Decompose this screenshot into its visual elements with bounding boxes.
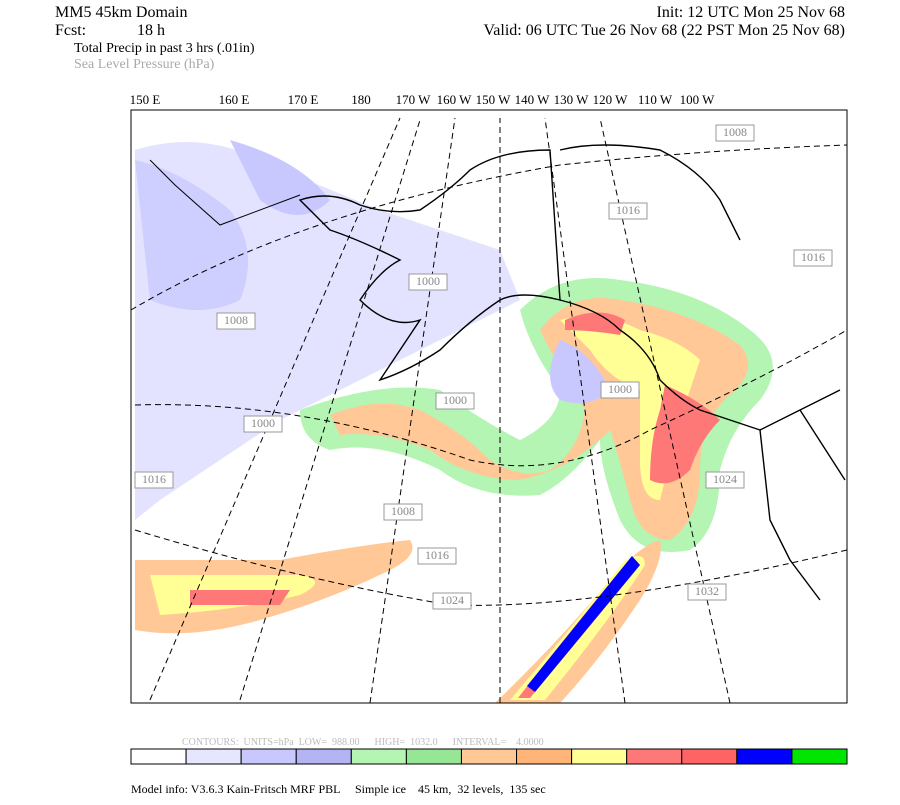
forecast-hour: 18 h: [137, 22, 165, 39]
colorbar-box: [185, 748, 242, 765]
colorbar-box: [791, 748, 848, 765]
colorbar-box: [130, 748, 187, 765]
colorbar-box: [516, 748, 573, 765]
isobar-label: 1000: [251, 416, 275, 430]
isobar-label: 1008: [224, 313, 248, 327]
isobar-label-box: [417, 547, 457, 565]
isobar-label: 1000: [443, 393, 467, 407]
longitude-label: 150 E: [130, 92, 161, 107]
colorbar-box: [626, 748, 683, 765]
longitude-label: 170 E: [288, 92, 319, 107]
longitude-label: 100 W: [680, 92, 716, 107]
isobar-label-box: [408, 273, 448, 291]
isobar-label-box: [435, 392, 475, 410]
isobar-label: 1008: [391, 504, 415, 518]
coastlines: [149, 144, 846, 601]
isobar-label: 1008: [723, 125, 747, 139]
colorbar-box: [350, 748, 407, 765]
isobar-label-box: [134, 471, 174, 489]
colorbar-box: [571, 748, 628, 765]
domain-title: MM5 45km Domain: [55, 4, 187, 21]
isobar-label-box: [383, 503, 423, 521]
isobar-label: 1016: [616, 203, 640, 217]
longitude-label: 160 E: [219, 92, 250, 107]
longitude-label: 110 W: [638, 92, 673, 107]
colorbar-box: [681, 748, 738, 765]
map-frame: [130, 109, 848, 704]
isobar-label-box: [608, 202, 648, 220]
init-time: Init: 12 UTC Mon 25 Nov 68: [657, 4, 845, 21]
colorbar-box: [240, 748, 297, 765]
colorbar-box: [460, 748, 518, 765]
colorbar-box: [736, 748, 793, 765]
isobar-label: 1032: [695, 584, 719, 598]
colorbar-box: [295, 748, 352, 765]
contour-info: CONTOURS: UNITS=hPa LOW= 988.00 HIGH= 10…: [182, 737, 544, 748]
isobar-label-box: [216, 312, 256, 330]
longitude-label: 170 W: [396, 92, 432, 107]
longitude-label: 150 W: [476, 92, 512, 107]
isobar-label-box: [793, 249, 833, 267]
forecast-label: Fcst:: [55, 22, 86, 39]
isobar-label-box: [243, 415, 283, 433]
longitude-label: 180: [351, 92, 371, 107]
isobar-label: 1000: [416, 274, 440, 288]
field-slp: Sea Level Pressure (hPa): [74, 57, 215, 72]
isobar-label: 1016: [801, 250, 825, 264]
model-info: Model info: V3.6.3 Kain-Fritsch MRF PBL …: [131, 782, 546, 796]
isobar-label-box: [600, 381, 640, 399]
longitude-label: 160 W: [437, 92, 473, 107]
longitude-label: 130 W: [554, 92, 590, 107]
colorbar-box: [405, 748, 462, 765]
isobar-label: 1000: [608, 382, 632, 396]
isobar-label-box: [705, 471, 745, 489]
precip-shading: [135, 140, 773, 703]
isobar-label-box: [432, 592, 472, 610]
isobar-label-box: [715, 124, 755, 142]
isobar-label: 1016: [142, 472, 166, 486]
longitude-label: 140 W: [515, 92, 551, 107]
field-precip: Total Precip in past 3 hrs (.01in): [74, 41, 255, 56]
isobar-label-box: [687, 583, 727, 601]
longitude-label: 120 W: [593, 92, 629, 107]
valid-time: Valid: 06 UTC Tue 26 Nov 68 (22 PST Mon …: [483, 22, 845, 39]
isobar-label: 1024: [713, 472, 737, 486]
isobar-label: 1024: [440, 593, 464, 607]
isobar-label: 1016: [425, 548, 449, 562]
